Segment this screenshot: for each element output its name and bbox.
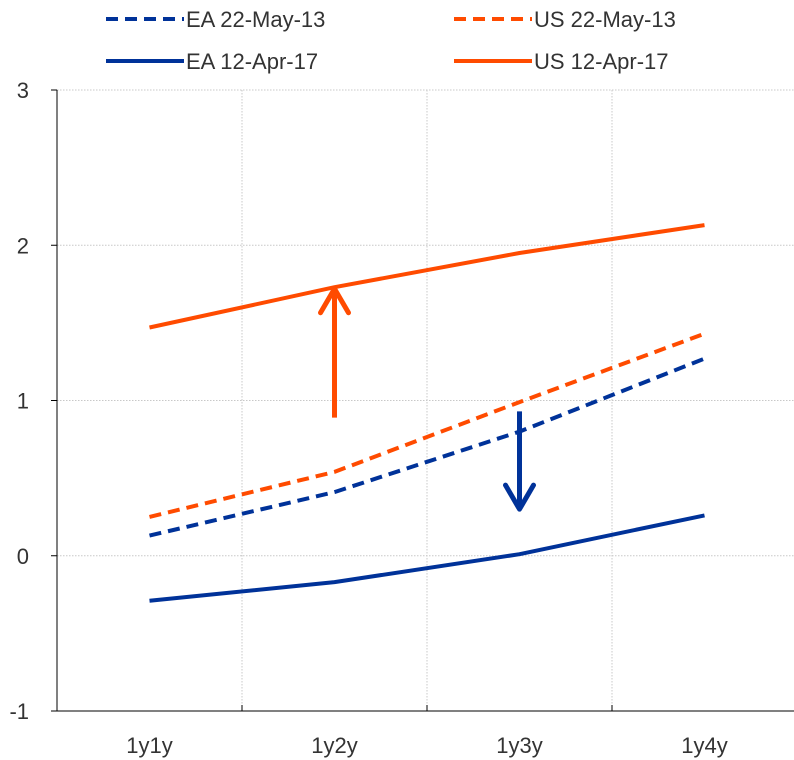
data-point (518, 400, 522, 404)
data-point (703, 223, 707, 227)
data-point (333, 580, 337, 584)
arrow-head (318, 286, 351, 316)
data-point (703, 513, 707, 517)
arrow-head (503, 482, 536, 512)
x-tick-label: 1y2y (311, 733, 357, 758)
series-line-1 (149, 331, 706, 519)
data-point (148, 599, 152, 603)
x-tick-label: 1y1y (126, 733, 172, 758)
annotation-layer (318, 286, 536, 512)
y-tick-label: 1 (17, 389, 29, 414)
x-tick-label: 1y3y (496, 733, 542, 758)
data-point (518, 251, 522, 255)
legend-label: EA 12-Apr-17 (186, 49, 318, 74)
data-point (518, 552, 522, 556)
legend-entry: US 12-Apr-17 (454, 49, 669, 74)
legend-entry: EA 22-May-13 (106, 7, 325, 32)
legend-entry: US 22-May-13 (454, 7, 676, 32)
data-point (148, 515, 152, 519)
y-tick-label: 2 (17, 233, 29, 258)
data-point (333, 470, 337, 474)
data-point (703, 357, 707, 361)
data-point (148, 534, 152, 538)
y-tick-label: 0 (17, 544, 29, 569)
series-line-3 (149, 223, 705, 330)
legend: EA 22-May-13 US 22-May-13 EA 12-Apr-17 US 1… (106, 7, 676, 74)
series-layer (148, 223, 707, 603)
legend-label: US 22-May-13 (534, 7, 676, 32)
data-point (148, 326, 152, 330)
legend-label: EA 22-May-13 (186, 7, 325, 32)
legend-entry: EA 12-Apr-17 (106, 49, 318, 74)
series-line-0 (149, 356, 706, 538)
x-tick-label: 1y4y (681, 733, 727, 758)
y-tick-label: -1 (9, 699, 29, 724)
series-line-2 (149, 513, 705, 603)
axes: -1 0 1 2 3 1y1y 1y2y 1y3y 1y4y (9, 78, 794, 758)
data-point (703, 332, 707, 336)
data-point (333, 490, 337, 494)
y-tick-label: 3 (17, 78, 29, 103)
legend-label: US 12-Apr-17 (534, 49, 669, 74)
gridlines (57, 89, 794, 712)
